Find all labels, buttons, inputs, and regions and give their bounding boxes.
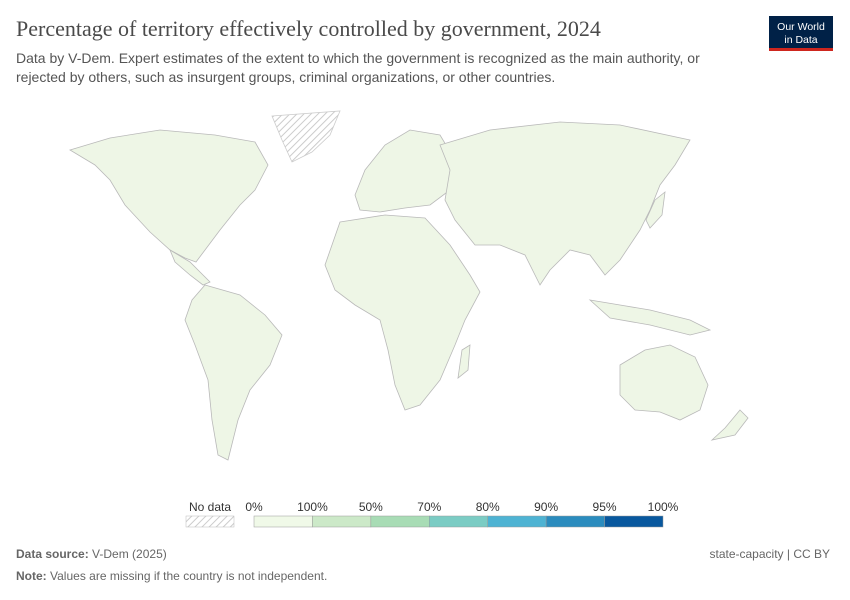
asia[interactable]	[439, 121, 691, 286]
source-label: Data source:	[16, 547, 89, 561]
legend: No data 0% 100% 50% 70% 80% 90% 95% 100%	[185, 500, 679, 528]
indonesia[interactable]	[588, 299, 712, 336]
subtitle: Data by V-Dem. Expert estimates of the e…	[16, 50, 700, 66]
legend-bin	[545, 515, 605, 528]
map	[69, 110, 749, 461]
legend-bin	[370, 515, 430, 528]
south-america[interactable]	[184, 284, 283, 461]
legend-bin	[429, 515, 488, 528]
legend-bin	[312, 515, 372, 528]
note-label: Note:	[16, 569, 47, 583]
legend-tick-label: 90%	[534, 500, 558, 514]
legend-tick-label: 70%	[417, 500, 441, 514]
license: state-capacity | CC BY	[710, 547, 831, 561]
logo[interactable]: Our World in Data	[769, 16, 833, 51]
legend-tick-label: 50%	[359, 500, 383, 514]
logo-text: in Data	[784, 34, 817, 46]
legend-tick-label: 100%	[297, 500, 328, 514]
note: Note: Values are missing if the country …	[16, 569, 327, 583]
logo-text: Our World	[777, 21, 825, 33]
japan[interactable]	[645, 191, 666, 229]
source-text: V-Dem (2025)	[92, 547, 167, 561]
legend-tick-label: 0%	[245, 500, 263, 514]
source: Data source: V-Dem (2025)	[16, 547, 167, 561]
legend-label: No data	[189, 500, 231, 514]
europe[interactable]	[354, 129, 456, 213]
legend-tick-label: 95%	[593, 500, 617, 514]
legend-bin	[253, 515, 313, 528]
legend-tick-label: 100%	[648, 500, 679, 514]
central-america[interactable]	[169, 249, 211, 286]
subtitle: rejected by others, such as insurgent gr…	[16, 69, 555, 85]
note-text: Values are missing if the country is not…	[50, 569, 327, 583]
australia[interactable]	[619, 344, 709, 421]
greenland-no-data[interactable]	[271, 110, 341, 163]
no-data-swatch	[185, 515, 235, 528]
legend-bin	[604, 515, 664, 528]
title: Percentage of territory effectively cont…	[16, 16, 601, 41]
legend-bin	[487, 515, 547, 528]
legend-tick-label: 80%	[476, 500, 500, 514]
north-america[interactable]	[69, 129, 269, 263]
new-zealand[interactable]	[710, 409, 749, 441]
madagascar[interactable]	[457, 344, 471, 379]
africa[interactable]	[324, 214, 481, 411]
